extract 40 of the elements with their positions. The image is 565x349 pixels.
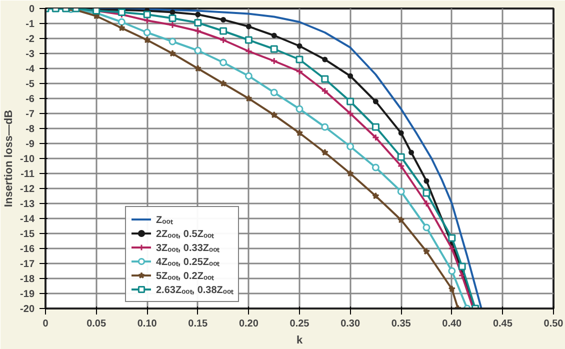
y-axis-title: Insertion loss—dB: [3, 110, 16, 208]
x-tick-label: 0.45: [492, 318, 513, 330]
legend-label: 2.63Zₒₒₜ, 0.38Zₒₒₜ: [156, 284, 234, 296]
y-tick-label: -4: [26, 64, 35, 75]
x-tick-label: 0.25: [290, 318, 310, 330]
y-tick-label: -1: [26, 19, 35, 30]
y-tick-label: -12: [20, 184, 35, 195]
y-tick-label: -17: [20, 259, 35, 270]
y-tick-label: -10: [20, 154, 35, 165]
x-tick-label: 0.50: [544, 318, 564, 330]
y-tick-label: -18: [20, 274, 35, 285]
y-tick-label: -15: [20, 229, 35, 240]
legend-label: Zₒₒₜ: [156, 214, 174, 226]
y-tick-label: 0: [28, 4, 35, 15]
y-tick-label: -9: [26, 139, 35, 150]
x-tick-label: 0.10: [137, 318, 158, 330]
y-tick-label: -7: [26, 109, 35, 120]
y-tick-label: -6: [26, 94, 35, 105]
y-tick-label: -19: [20, 289, 35, 300]
y-tick-label: -11: [20, 169, 35, 180]
x-tick-label: 0: [42, 318, 49, 330]
x-tick-label: 0.15: [188, 318, 208, 330]
x-tick-label: 0.05: [86, 318, 106, 330]
x-tick-label: 0.35: [391, 318, 412, 330]
y-tick-label: -2: [26, 34, 35, 45]
x-axis-title: k: [296, 334, 304, 346]
y-tick-label: -14: [20, 214, 35, 225]
legend-label: 2Zₒₒₜ, 0.5Zₒₒₜ: [156, 228, 214, 240]
y-tick-label: -13: [20, 199, 35, 210]
legend-label: 5Zₒₒₜ, 0.2Zₒₒₜ: [156, 270, 214, 282]
legend-label: 4Zₒₒₜ, 0.25Zₒₒₜ: [156, 256, 220, 268]
y-tick-label: -3: [26, 49, 35, 60]
y-tick-label: -16: [20, 244, 35, 255]
legend-label: 3Zₒₒₜ, 0.33Zₒₒₜ: [156, 242, 220, 254]
x-tick-label: 0.20: [238, 318, 259, 330]
y-tick-label: -5: [26, 79, 35, 90]
x-tick-label: 0.40: [442, 318, 462, 330]
y-tick-label: -20: [20, 304, 35, 315]
y-tick-label: -8: [26, 124, 35, 135]
x-tick-label: 0.30: [340, 318, 360, 330]
